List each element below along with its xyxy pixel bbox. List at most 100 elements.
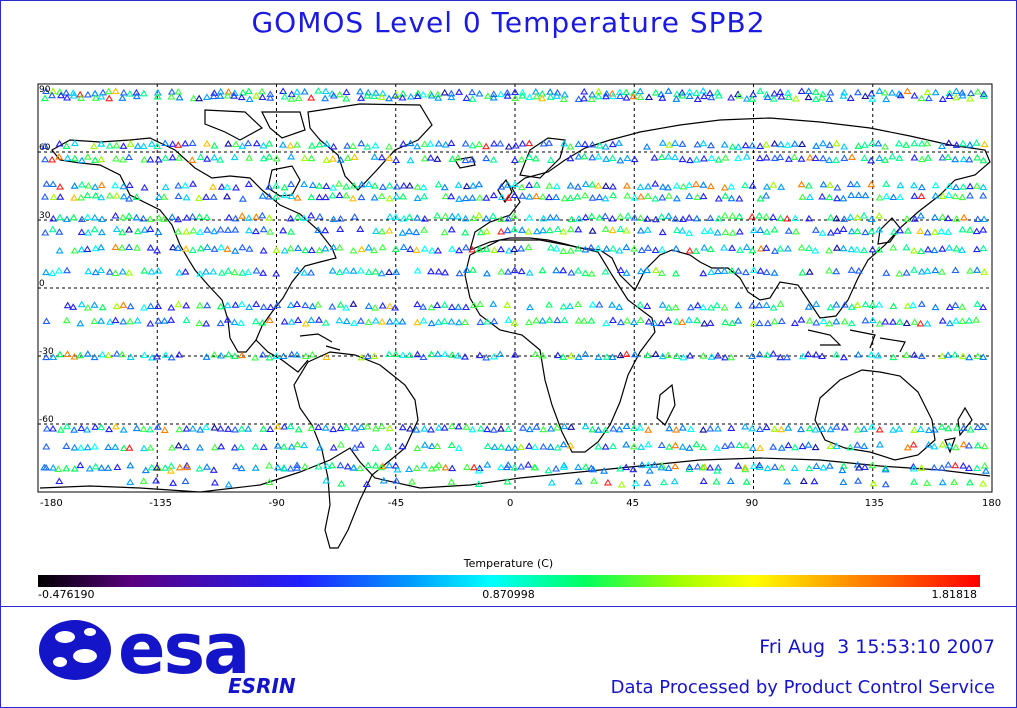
measurement-marker (210, 245, 219, 252)
measurement-marker (594, 426, 603, 433)
measurement-marker (399, 192, 408, 200)
measurement-marker (798, 268, 807, 276)
measurement-marker (679, 353, 688, 361)
measurement-marker (511, 351, 519, 358)
measurement-marker (909, 440, 918, 448)
measurement-marker (181, 181, 190, 189)
measurement-marker (798, 140, 807, 148)
measurement-marker (371, 89, 380, 96)
measurement-marker (734, 317, 743, 324)
measurement-marker (552, 244, 561, 252)
measurement-marker (195, 194, 203, 202)
measurement-marker (637, 443, 646, 450)
measurement-marker (882, 180, 891, 187)
measurement-marker (840, 215, 849, 222)
measurement-marker (559, 95, 568, 102)
measurement-marker (769, 303, 778, 311)
measurement-marker (294, 244, 303, 251)
measurement-marker (735, 227, 744, 235)
measurement-marker (965, 316, 974, 324)
measurement-marker (314, 423, 323, 430)
measurement-marker (574, 463, 583, 470)
measurement-marker (727, 93, 736, 101)
measurement-marker (944, 214, 953, 222)
measurement-marker (958, 91, 967, 99)
measurement-marker (616, 351, 625, 359)
measurement-marker (790, 153, 799, 160)
measurement-marker (412, 426, 421, 433)
measurement-marker (364, 302, 373, 309)
measurement-marker (372, 227, 380, 234)
measurement-marker (405, 351, 414, 358)
measurement-marker (581, 191, 590, 199)
measurement-marker (909, 464, 918, 472)
measurement-marker (545, 226, 554, 234)
measurement-marker (629, 442, 638, 450)
measurement-marker (321, 319, 330, 326)
measurement-marker (664, 87, 673, 94)
measurement-marker (293, 266, 302, 274)
measurement-marker (776, 214, 785, 222)
measurement-marker (461, 353, 469, 360)
measurement-marker (63, 266, 71, 274)
measurement-marker (707, 154, 716, 161)
measurement-marker (210, 478, 219, 486)
measurement-marker (364, 352, 372, 360)
measurement-marker (504, 444, 513, 451)
measurement-marker (188, 139, 197, 146)
measurement-marker (979, 303, 988, 311)
measurement-marker (314, 300, 323, 308)
measurement-marker (566, 247, 575, 254)
measurement-marker (818, 352, 827, 360)
measurement-marker (182, 301, 191, 309)
measurement-marker (356, 317, 365, 324)
measurement-marker (462, 94, 471, 101)
measurement-marker (958, 246, 966, 253)
measurement-marker (272, 193, 280, 200)
measurement-marker (322, 462, 331, 469)
measurement-marker (574, 140, 583, 147)
measurement-marker (119, 155, 128, 163)
measurement-marker (189, 94, 198, 102)
measurement-marker (944, 424, 953, 432)
measurement-marker (238, 269, 247, 276)
measurement-marker (224, 480, 233, 488)
measurement-marker (706, 463, 715, 471)
measurement-marker (40, 463, 49, 471)
measurement-marker (944, 153, 952, 161)
measurement-marker (581, 180, 590, 188)
measurement-marker (55, 266, 63, 274)
measurement-marker (510, 245, 519, 252)
measurement-marker (735, 441, 744, 449)
measurement-marker (189, 180, 197, 187)
measurement-marker (386, 212, 394, 220)
measurement-marker (910, 181, 918, 189)
measurement-marker (224, 350, 233, 358)
measurement-marker (601, 225, 610, 232)
measurement-marker (783, 214, 792, 222)
measurement-marker (287, 192, 296, 200)
measurement-marker (426, 140, 435, 147)
measurement-marker (132, 424, 141, 432)
measurement-marker (287, 318, 296, 325)
measurement-marker (482, 245, 491, 252)
colorbar-title: Temperature (C) (463, 557, 554, 570)
measurement-marker (518, 92, 527, 99)
measurement-marker (720, 183, 729, 191)
measurement-marker (238, 195, 247, 202)
measurement-marker (265, 192, 274, 200)
measurement-marker (301, 246, 310, 254)
measurement-marker (538, 351, 547, 359)
measurement-marker (335, 191, 344, 199)
coast-australia (814, 369, 936, 461)
measurement-marker (146, 444, 155, 451)
measurement-marker (979, 353, 988, 360)
measurement-marker (539, 214, 548, 222)
measurement-marker (769, 213, 778, 220)
measurement-marker (266, 303, 275, 311)
measurement-marker (966, 182, 975, 190)
measurement-marker (83, 443, 92, 451)
processing-service-label: Data Processed by Product Control Servic… (610, 677, 995, 698)
measurement-marker (62, 142, 71, 149)
measurement-marker (672, 244, 681, 252)
